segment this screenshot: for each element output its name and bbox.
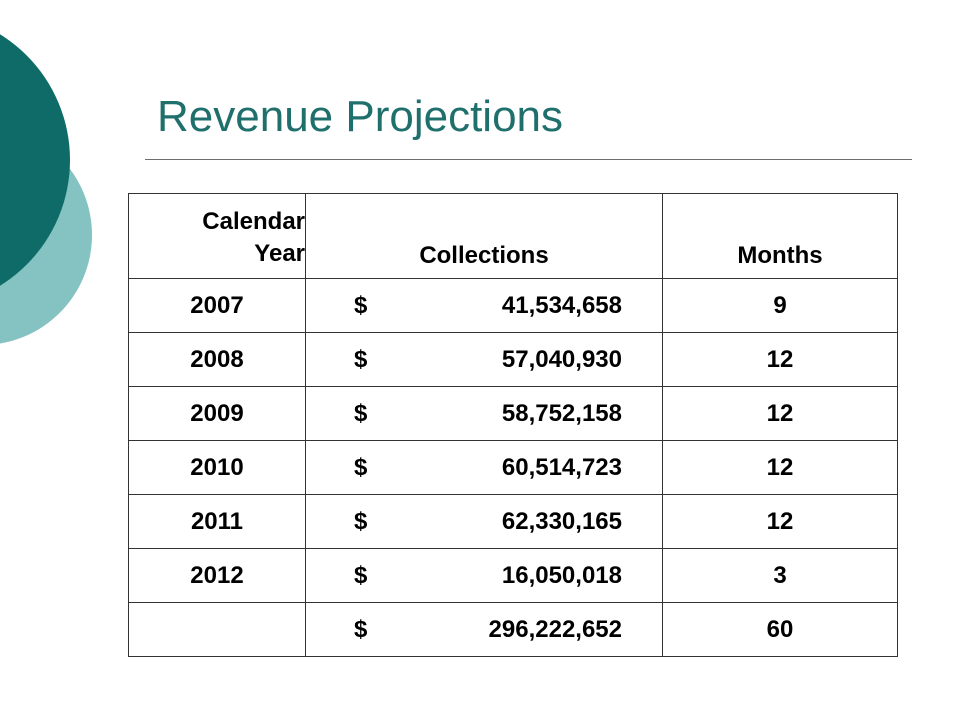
title-divider — [145, 159, 912, 160]
year-cell: 2011 — [128, 494, 306, 549]
collections-amount: 41,534,658 — [501, 291, 622, 319]
year-cell: 2008 — [128, 332, 306, 387]
collections-amount: 16,050,018 — [501, 561, 622, 589]
table-row: 2011 $ 62,330,165 12 — [128, 494, 898, 549]
collections-cell: $ 41,534,658 — [305, 278, 663, 333]
collections-amount: 62,330,165 — [501, 507, 622, 535]
year-cell: 2010 — [128, 440, 306, 495]
collections-cell: $ 57,040,930 — [305, 332, 663, 387]
total-months-cell: 60 — [662, 602, 898, 657]
header-year-line2: Year — [254, 240, 305, 267]
months-cell: 12 — [662, 494, 898, 549]
revenue-table: Calendar Year Collections Months 2007 $ … — [128, 193, 898, 657]
months-cell: 12 — [662, 386, 898, 441]
table-row: 2008 $ 57,040,930 12 — [128, 332, 898, 387]
header-year-line1: Calendar — [202, 208, 305, 235]
header-collections: Collections — [305, 193, 663, 279]
months-cell: 12 — [662, 332, 898, 387]
currency-symbol: $ — [354, 399, 368, 427]
currency-symbol: $ — [354, 291, 368, 319]
slide-title: Revenue Projections — [157, 92, 564, 141]
collections-cell: $ 16,050,018 — [305, 548, 663, 603]
header-calendar-year: Calendar Year — [128, 193, 306, 279]
total-collections-cell: $ 296,222,652 — [305, 602, 663, 657]
header-months: Months — [662, 193, 898, 279]
table-row: 2012 $ 16,050,018 3 — [128, 548, 898, 603]
currency-symbol: $ — [354, 615, 368, 643]
total-year-cell — [128, 602, 306, 657]
collections-cell: $ 60,514,723 — [305, 440, 663, 495]
table-header-row: Calendar Year Collections Months — [128, 193, 898, 279]
dark-teal-circle — [0, 34, 70, 286]
currency-symbol: $ — [354, 345, 368, 373]
currency-symbol: $ — [354, 561, 368, 589]
total-collections-amount: 296,222,652 — [488, 615, 622, 643]
year-cell: 2012 — [128, 548, 306, 603]
currency-symbol: $ — [354, 453, 368, 481]
months-cell: 12 — [662, 440, 898, 495]
table-row: 2009 $ 58,752,158 12 — [128, 386, 898, 441]
year-cell: 2009 — [128, 386, 306, 441]
collections-cell: $ 62,330,165 — [305, 494, 663, 549]
collections-amount: 57,040,930 — [501, 345, 622, 373]
months-cell: 3 — [662, 548, 898, 603]
table-total-row: $ 296,222,652 60 — [128, 602, 898, 657]
year-cell: 2007 — [128, 278, 306, 333]
table-row: 2010 $ 60,514,723 12 — [128, 440, 898, 495]
months-cell: 9 — [662, 278, 898, 333]
collections-cell: $ 58,752,158 — [305, 386, 663, 441]
currency-symbol: $ — [354, 507, 368, 535]
table-row: 2007 $ 41,534,658 9 — [128, 278, 898, 333]
collections-amount: 58,752,158 — [501, 399, 622, 427]
collections-amount: 60,514,723 — [501, 453, 622, 481]
